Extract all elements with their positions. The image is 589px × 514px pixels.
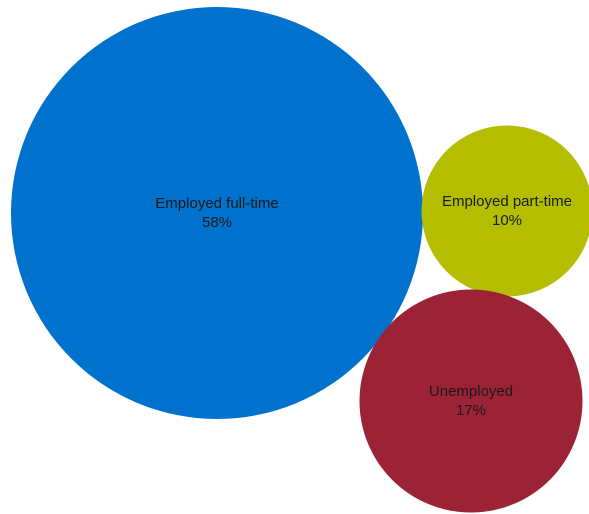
bubble-label-employed-full-time: Employed full-time bbox=[155, 195, 278, 212]
bubble-label-employed-part-time: Employed part-time bbox=[442, 193, 572, 210]
bubble-value-employed-part-time: 10% bbox=[492, 212, 522, 229]
bubble-value-unemployed: 17% bbox=[456, 402, 486, 419]
bubble-value-employed-full-time: 58% bbox=[202, 214, 232, 231]
bubble-employed-part-time bbox=[421, 125, 589, 297]
bubble-employed-full-time bbox=[11, 7, 423, 419]
bubble-unemployed bbox=[359, 289, 583, 513]
bubble-label-unemployed: Unemployed bbox=[429, 383, 513, 400]
